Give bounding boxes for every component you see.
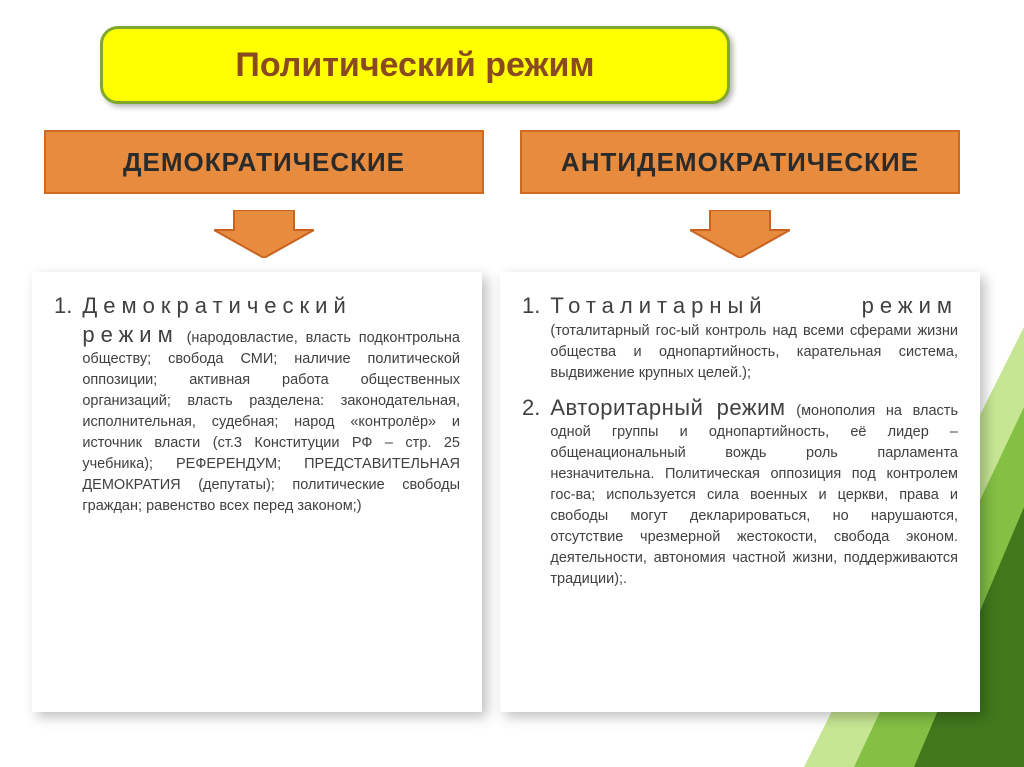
list-item: 1.Тоталитарный режим (тоталитарный гос-ы… [522, 292, 958, 384]
list-item: 2.Авторитарный режим (монополия на власт… [522, 394, 958, 591]
header-antidemocratic: АНТИДЕМОКРАТИЧЕСКИЕ [520, 130, 960, 194]
item-lead: Тоталитарный режим [550, 293, 958, 318]
item-body: Авторитарный режим (монополия на власть … [550, 394, 958, 591]
item-body: Демократический режим (народовластие, вл… [82, 292, 460, 517]
item-number: 2. [522, 394, 540, 591]
item-lead: Авторитарный режим [550, 395, 785, 420]
item-detail: (монополия на власть одной группы и одно… [550, 403, 958, 588]
item-detail: (народовластие, власть подконтрольна общ… [82, 330, 460, 515]
arrow-down-left [214, 210, 314, 258]
arrow-down-right [690, 210, 790, 258]
main-title: Политический режим [100, 26, 730, 104]
item-number: 1. [522, 292, 540, 384]
item-number: 1. [54, 292, 72, 517]
item-detail: (тоталитарный гос-ый контроль над всеми … [550, 323, 958, 381]
header-democratic: ДЕМОКРАТИЧЕСКИЕ [44, 130, 484, 194]
item-body: Тоталитарный режим (тоталитарный гос-ый … [550, 292, 958, 384]
panel-democratic: 1.Демократический режим (народовластие, … [32, 272, 482, 712]
list-item: 1.Демократический режим (народовластие, … [54, 292, 460, 517]
panel-antidemocratic: 1.Тоталитарный режим (тоталитарный гос-ы… [500, 272, 980, 712]
